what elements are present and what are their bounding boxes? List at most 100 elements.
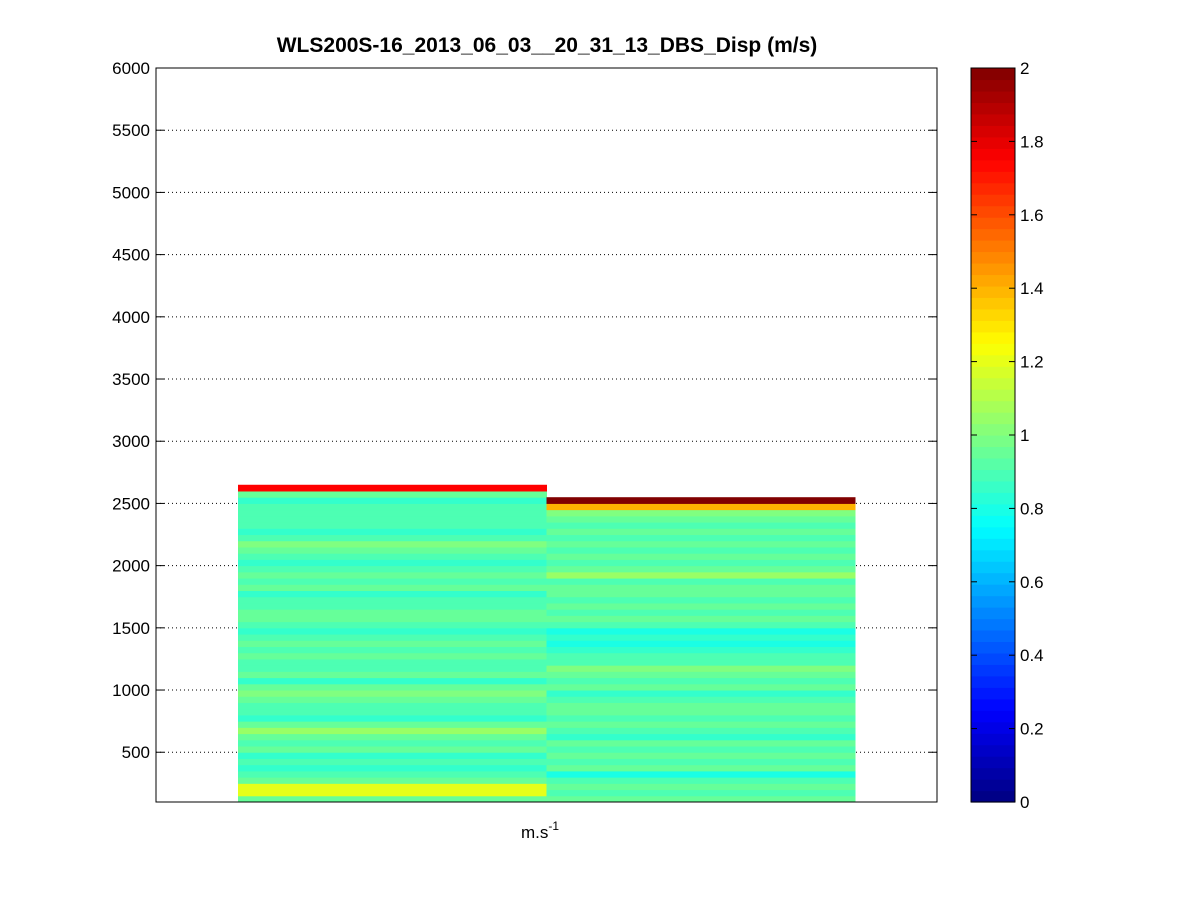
heatmap-cell: [546, 584, 856, 592]
heatmap-cell: [546, 578, 856, 585]
y-tick-label: 4000: [112, 308, 150, 327]
y-tick-label: 1000: [112, 681, 150, 700]
heatmap-cell: [546, 770, 856, 778]
heatmap-cell: [238, 490, 547, 498]
colorbar-swatch: [971, 217, 1015, 230]
colorbar-swatch: [971, 90, 1015, 104]
colorbar-tick-label: 1.6: [1020, 206, 1044, 225]
colorbar-swatch: [971, 652, 1015, 665]
colorbar-swatch: [971, 675, 1015, 688]
colorbar-swatch: [971, 274, 1015, 287]
heatmap-cell: [546, 590, 856, 598]
heatmap-cell: [546, 683, 856, 691]
heatmap-cell: [238, 739, 547, 747]
colorbar-swatch: [971, 538, 1015, 551]
heatmap-cells: [238, 484, 856, 803]
y-tick-label: 2500: [112, 494, 150, 513]
heatmap-cell: [546, 714, 856, 722]
heatmap-cell: [546, 602, 856, 610]
colorbar-swatch: [971, 285, 1015, 298]
heatmap-cell: [546, 764, 856, 772]
heatmap-cell: [546, 503, 856, 511]
colorbar-swatch: [971, 503, 1015, 516]
colorbar-swatch: [971, 148, 1015, 161]
heatmap-cell: [546, 777, 856, 784]
colorbar-swatch: [971, 469, 1015, 482]
heatmap-cell: [238, 522, 547, 529]
heatmap-cell: [238, 584, 547, 592]
heatmap-cell: [238, 640, 547, 647]
heatmap-cell: [546, 522, 856, 529]
colorbar-swatch: [971, 721, 1015, 734]
heatmap-cell: [238, 578, 547, 585]
colorbar-swatch: [971, 526, 1015, 539]
heatmap-cell: [238, 671, 547, 679]
heatmap-cell: [546, 696, 856, 703]
heatmap-cell: [546, 702, 856, 710]
colorbar-swatch: [971, 354, 1015, 367]
heatmap-cell: [546, 677, 856, 685]
heatmap-cell: [238, 602, 547, 610]
colorbar-tick-label: 0: [1020, 793, 1029, 812]
colorbar-swatch: [971, 629, 1015, 643]
colorbar-swatch: [971, 790, 1015, 803]
colorbar-swatch: [971, 641, 1015, 654]
colorbar-swatch: [971, 320, 1015, 333]
colorbar-swatch: [971, 549, 1015, 562]
heatmap-cell: [238, 571, 547, 579]
colorbar-swatch: [971, 68, 1015, 81]
colorbar-swatch: [971, 159, 1015, 172]
heatmap-cell: [546, 727, 856, 735]
colorbar-swatch: [971, 664, 1015, 677]
heatmap-cell: [238, 658, 547, 666]
y-tick-label: 2000: [112, 557, 150, 576]
heatmap-cell: [238, 696, 547, 703]
colorbar-swatch: [971, 366, 1015, 379]
heatmap-cell: [238, 553, 547, 560]
x-axis-label-text: m.s: [521, 823, 548, 842]
x-axis-label-exponent: -1: [548, 819, 559, 833]
heatmap-cell: [238, 727, 547, 735]
heatmap-cell: [238, 627, 547, 635]
colorbar-ticks: 0 0.2 0.4 0.6 0.8 1 1.2 1.4 1.6 1.8 2: [971, 59, 1044, 812]
colorbar-swatch: [971, 607, 1015, 620]
colorbar-tick-label: 1: [1020, 426, 1029, 445]
heatmap-cell: [238, 690, 547, 697]
heatmap-cell: [546, 615, 856, 623]
colorbar-swatch: [971, 572, 1015, 585]
colorbar-swatch: [971, 171, 1015, 184]
heatmap-cell: [546, 739, 856, 747]
heatmap-cell: [546, 534, 856, 542]
y-axis-ticks: 500 1000 1500 2000 2500 3000 3500 4000 4500 5000 5…: [112, 59, 937, 762]
colorbar-swatch: [971, 113, 1015, 126]
colorbar-swatch: [971, 343, 1015, 356]
colorbar-tick-label: 1.8: [1020, 132, 1044, 151]
y-tick-label: 500: [122, 743, 150, 762]
colorbar-swatch: [971, 331, 1015, 344]
heatmap-cell: [238, 565, 547, 573]
colorbar-swatch: [971, 377, 1015, 390]
colorbar-swatch: [971, 205, 1015, 218]
heatmap-cell: [546, 509, 856, 517]
heatmap-cell: [238, 733, 547, 741]
colorbar-swatch: [971, 584, 1015, 597]
heatmap-cell: [238, 503, 547, 511]
heatmap-cell: [546, 758, 856, 766]
heatmap-cell: [546, 690, 856, 697]
heatmap-cell: [238, 777, 547, 784]
heatmap-cell: [238, 665, 547, 672]
heatmap-cell: [238, 758, 547, 766]
colorbar-swatch: [971, 480, 1015, 493]
heatmap-cell: [546, 540, 856, 548]
heatmap-cell: [546, 795, 856, 803]
heatmap-cell: [238, 540, 547, 548]
colorbar-swatch: [971, 515, 1015, 528]
heatmap-cell: [546, 559, 856, 567]
colorbar-swatch: [971, 423, 1015, 436]
heatmap-cell: [238, 746, 547, 753]
heatmap-cell: [238, 609, 547, 616]
heatmap-cell: [546, 528, 856, 536]
heatmap-cell: [546, 652, 856, 660]
y-tick-label: 6000: [112, 59, 150, 78]
y-tick-label: 5000: [112, 183, 150, 202]
